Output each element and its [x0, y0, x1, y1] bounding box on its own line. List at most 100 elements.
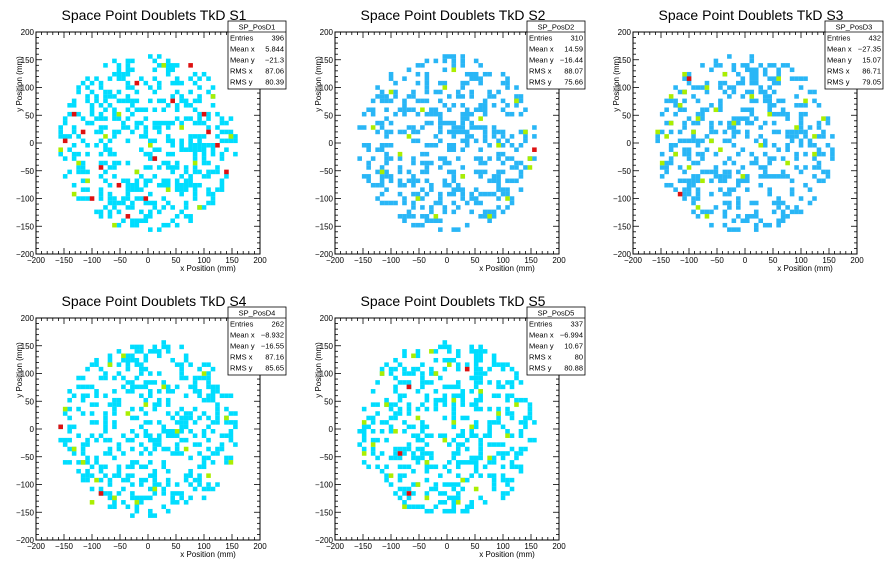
y-axis-label: y Position (mm)	[15, 56, 24, 112]
hit-cell	[798, 103, 804, 108]
hit-cell	[758, 63, 764, 68]
hit-cell	[518, 451, 524, 456]
hit-cell	[411, 366, 416, 372]
hit-cell-high	[668, 120, 674, 126]
x-tick-label: −200	[624, 256, 643, 265]
hit-cell	[429, 218, 434, 224]
hit-cell	[509, 134, 515, 139]
hit-cell	[219, 446, 225, 452]
hit-cell	[691, 85, 696, 90]
y-axis-label: y Position (mm)	[314, 56, 323, 112]
hit-cell	[411, 433, 416, 438]
hit-cell	[210, 169, 216, 175]
hit-cell	[112, 94, 117, 99]
hit-cell	[397, 495, 403, 501]
hit-cell	[85, 384, 90, 390]
hit-cell	[107, 196, 113, 201]
hit-cell	[107, 477, 113, 483]
hit-cell	[420, 151, 425, 157]
hit-cell-high	[228, 134, 234, 139]
hit-cell	[397, 473, 403, 478]
hit-cell	[509, 380, 515, 385]
hit-cell	[107, 76, 113, 81]
hit-cell	[379, 451, 385, 456]
hit-cell	[812, 143, 817, 148]
hit-cell	[776, 222, 781, 228]
hit-cell-high	[152, 156, 158, 161]
hit-cell	[179, 98, 184, 104]
hit-cell	[143, 214, 149, 219]
hit-cell	[76, 196, 81, 201]
hit-cell	[789, 67, 795, 73]
hit-cell	[473, 406, 479, 412]
hit-cell	[424, 120, 430, 126]
hit-cell	[179, 80, 184, 86]
hit-cell	[722, 214, 728, 219]
hit-cell	[402, 464, 407, 470]
hit-cell	[704, 80, 710, 86]
hit-cell	[451, 103, 457, 108]
hit-cell	[174, 362, 180, 367]
hit-cell	[121, 218, 126, 224]
hit-cell	[89, 433, 95, 438]
hit-cell	[527, 406, 533, 412]
hit-cell	[165, 165, 171, 170]
hit-cell	[116, 442, 122, 447]
hit-cell	[745, 116, 750, 121]
hit-cell	[165, 411, 171, 416]
hit-cell	[375, 437, 380, 443]
hit-cell	[473, 71, 479, 77]
hit-cell	[219, 433, 225, 438]
hit-cell	[406, 424, 412, 430]
hit-cell	[798, 143, 804, 148]
hit-cell	[94, 94, 99, 99]
hit-cell	[429, 455, 434, 461]
hit-cell	[785, 147, 790, 152]
hit-cell	[107, 451, 113, 456]
hit-cell	[424, 143, 430, 148]
hit-cell-high	[62, 406, 68, 412]
hit-cell	[121, 71, 126, 77]
hit-cell	[491, 482, 497, 487]
hit-cell	[402, 76, 407, 81]
hit-cell	[165, 200, 171, 206]
hit-cell	[76, 134, 81, 139]
hit-cell	[429, 209, 434, 215]
hit-cell	[406, 406, 412, 412]
hit-cell	[731, 218, 737, 224]
hit-cell	[514, 165, 519, 170]
hit-cell	[379, 89, 385, 95]
hit-cell	[156, 227, 162, 232]
hit-cell	[415, 437, 421, 443]
hit-cells	[58, 340, 238, 518]
hit-cell-high	[455, 500, 461, 505]
hit-cell	[682, 120, 687, 126]
hit-cell	[753, 67, 759, 73]
hit-cell	[148, 473, 153, 478]
hit-cell	[464, 200, 470, 206]
hit-cell	[478, 393, 483, 399]
hit-cell	[148, 380, 153, 385]
hit-cell	[740, 178, 746, 184]
hit-cell	[103, 429, 108, 434]
hit-cell	[192, 120, 198, 126]
hit-cell	[509, 433, 515, 438]
x-tick-label: 200	[850, 256, 864, 265]
hit-cell	[424, 80, 430, 86]
hit-cell	[523, 107, 528, 113]
hit-cell	[192, 71, 198, 77]
hit-cell	[134, 187, 140, 192]
hit-cell	[179, 138, 184, 144]
hit-cell	[67, 415, 72, 421]
hit-cell	[816, 125, 822, 130]
hit-cell	[228, 116, 234, 121]
hit-cell	[794, 94, 799, 99]
hit-cell	[659, 174, 665, 179]
hit-cell	[447, 344, 452, 350]
x-tick-label: 100	[197, 542, 211, 551]
hit-cell	[107, 94, 113, 99]
hit-cell	[219, 151, 225, 157]
hit-cell	[798, 116, 804, 121]
hit-cell	[179, 94, 184, 99]
